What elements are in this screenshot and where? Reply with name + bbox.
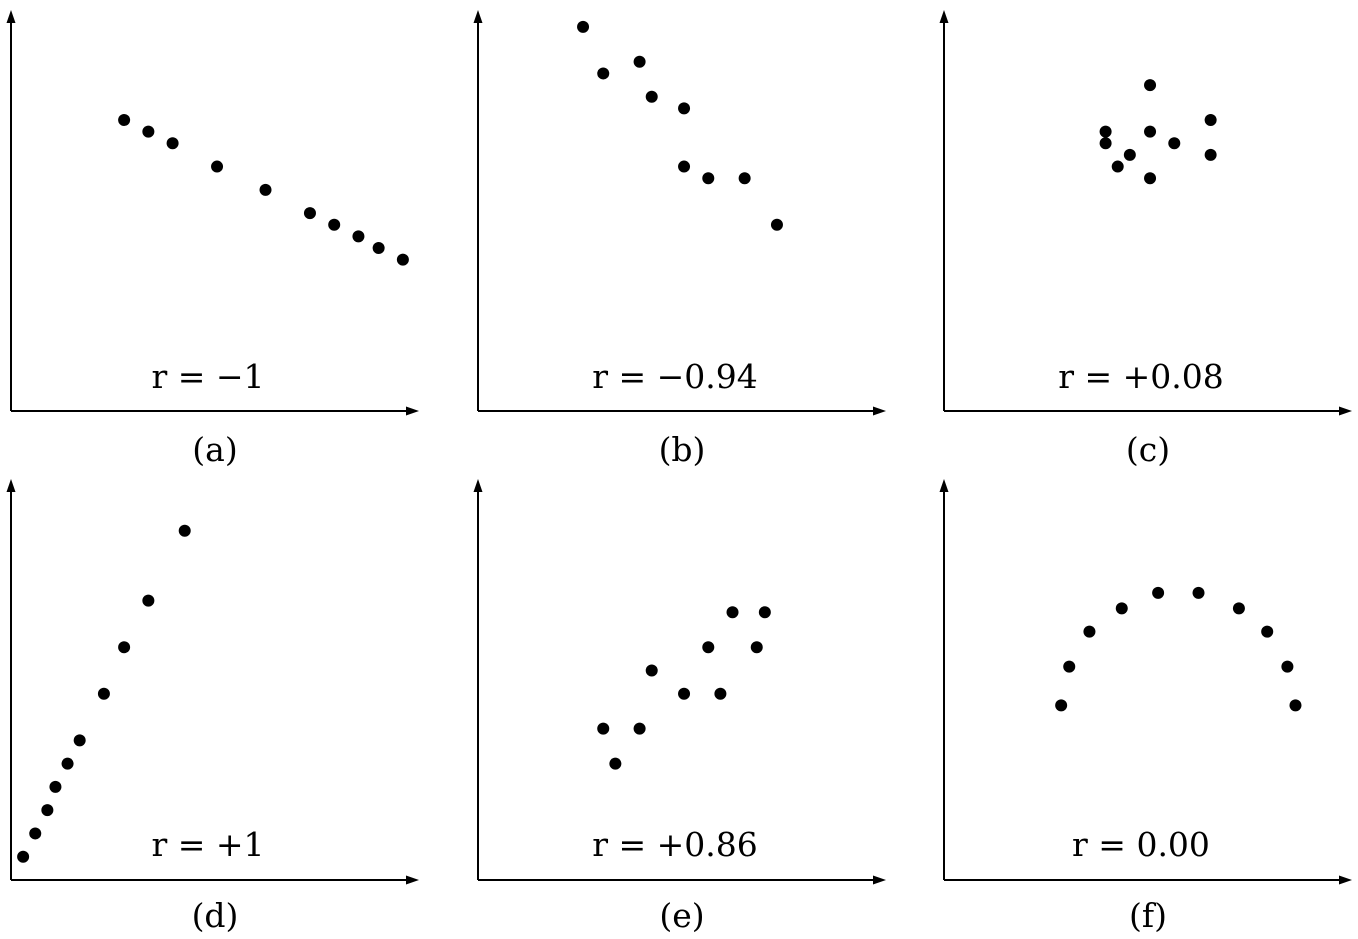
data-point-10	[396, 253, 409, 266]
correlation-annotation: r = −0.94	[592, 357, 758, 396]
x-axis-arrow	[406, 875, 419, 885]
data-point-1	[1055, 699, 1068, 712]
data-point-9	[750, 641, 763, 654]
data-point-1	[577, 20, 590, 33]
data-point-8	[352, 230, 365, 243]
x-axis-arrow	[1339, 875, 1352, 885]
panel-label-f: (f)	[1129, 896, 1167, 935]
y-axis-arrow	[939, 10, 949, 23]
data-point-10	[178, 524, 191, 537]
data-point-2	[609, 757, 622, 770]
panel-e: r = +0.86	[473, 479, 886, 885]
panel-label-d: (d)	[192, 896, 239, 935]
data-point-3	[633, 722, 646, 735]
panel-f: r = 0.00	[939, 479, 1352, 885]
data-point-1	[597, 722, 610, 735]
data-point-10	[758, 606, 771, 619]
data-point-2	[1099, 137, 1112, 150]
data-point-5	[1152, 586, 1165, 599]
x-axis-arrow	[873, 406, 886, 416]
data-point-8	[726, 606, 739, 619]
data-point-8	[1168, 137, 1181, 150]
data-point-10	[1289, 699, 1302, 712]
data-point-5	[61, 757, 74, 770]
data-point-2	[142, 125, 155, 138]
data-point-6	[303, 207, 316, 220]
data-point-7	[1232, 602, 1245, 615]
panel-label-a: (a)	[192, 430, 237, 469]
data-point-5	[678, 687, 691, 700]
y-axis-arrow	[473, 479, 483, 492]
data-point-4	[645, 90, 658, 103]
data-points	[1099, 79, 1217, 185]
correlation-annotation: r = 0.00	[1072, 825, 1210, 864]
x-axis-arrow	[1339, 406, 1352, 416]
panel-d: r = +1	[6, 479, 419, 885]
data-point-3	[166, 137, 179, 150]
data-point-8	[1261, 625, 1274, 638]
data-point-3	[633, 55, 646, 68]
data-point-3	[41, 804, 54, 817]
data-point-4	[211, 160, 224, 173]
data-point-1	[118, 114, 131, 126]
correlation-annotation: r = +0.08	[1058, 357, 1224, 396]
panel-label-b: (b)	[659, 430, 706, 469]
data-point-7	[702, 172, 715, 185]
data-points	[577, 20, 783, 231]
data-point-8	[738, 172, 751, 185]
data-point-2	[597, 67, 610, 80]
panel-c: r = +0.08	[939, 10, 1352, 416]
data-point-6	[1192, 586, 1205, 599]
data-point-6	[678, 160, 691, 173]
data-point-9	[1204, 114, 1217, 126]
data-point-3	[1111, 160, 1124, 173]
data-point-9	[372, 242, 385, 255]
data-point-7	[97, 687, 110, 700]
data-point-4	[49, 780, 62, 793]
data-point-5	[259, 183, 272, 196]
data-point-7	[714, 687, 727, 700]
data-point-1	[17, 850, 30, 863]
y-axis-arrow	[473, 10, 483, 23]
y-axis-arrow	[6, 479, 16, 492]
correlation-annotation: r = +1	[151, 825, 264, 864]
y-axis-arrow	[6, 10, 16, 23]
data-point-2	[29, 827, 42, 840]
panel-label-e: (e)	[659, 896, 704, 935]
x-axis-arrow	[406, 406, 419, 416]
data-point-1	[1099, 125, 1112, 138]
data-point-6	[1144, 125, 1157, 138]
data-point-4	[1115, 602, 1128, 615]
data-point-8	[118, 641, 131, 654]
panel-a: r = −1	[6, 10, 419, 416]
data-point-10	[1204, 148, 1217, 161]
data-points	[597, 606, 771, 770]
data-point-2	[1063, 660, 1076, 673]
data-point-4	[1123, 148, 1136, 161]
data-point-9	[1281, 660, 1294, 673]
data-point-6	[702, 641, 715, 654]
data-point-3	[1083, 625, 1096, 638]
data-point-5	[1144, 79, 1157, 92]
data-points	[17, 524, 191, 863]
x-axis-arrow	[873, 875, 886, 885]
data-point-7	[328, 218, 341, 231]
data-point-7	[1144, 172, 1157, 185]
data-points	[118, 114, 409, 266]
data-point-9	[770, 218, 783, 231]
data-point-9	[142, 594, 155, 607]
data-point-6	[73, 734, 86, 747]
data-point-5	[678, 102, 691, 115]
data-points	[1055, 586, 1302, 712]
correlation-annotation: r = −1	[151, 357, 264, 396]
y-axis-arrow	[939, 479, 949, 492]
panel-label-c: (c)	[1126, 430, 1170, 469]
correlation-annotation: r = +0.86	[592, 825, 758, 864]
data-point-4	[645, 664, 658, 677]
panel-b: r = −0.94	[473, 10, 886, 416]
